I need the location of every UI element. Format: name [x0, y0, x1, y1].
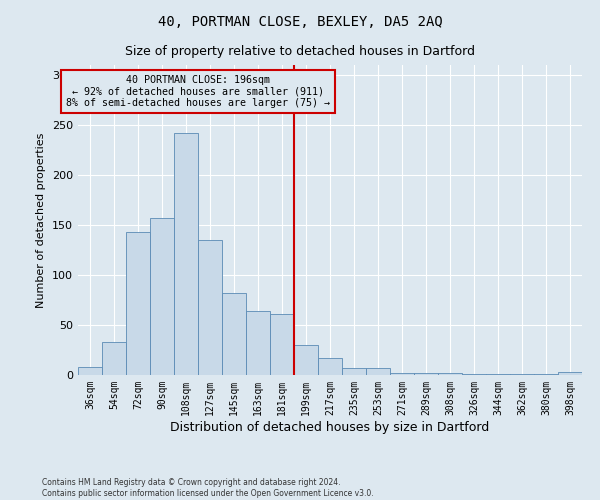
Bar	[510, 374, 534, 375]
Bar	[174, 133, 198, 375]
Text: 40, PORTMAN CLOSE, BEXLEY, DA5 2AQ: 40, PORTMAN CLOSE, BEXLEY, DA5 2AQ	[158, 15, 442, 29]
Y-axis label: Number of detached properties: Number of detached properties	[37, 132, 46, 308]
Text: Size of property relative to detached houses in Dartford: Size of property relative to detached ho…	[125, 45, 475, 58]
Text: Contains HM Land Registry data © Crown copyright and database right 2024.
Contai: Contains HM Land Registry data © Crown c…	[42, 478, 374, 498]
Bar	[318, 358, 342, 375]
Bar	[438, 373, 462, 375]
Bar	[222, 293, 246, 375]
Bar	[534, 374, 558, 375]
Bar	[366, 368, 390, 375]
X-axis label: Distribution of detached houses by size in Dartford: Distribution of detached houses by size …	[170, 420, 490, 434]
Bar	[246, 311, 270, 375]
Bar	[294, 345, 318, 375]
Text: 40 PORTMAN CLOSE: 196sqm
← 92% of detached houses are smaller (911)
8% of semi-d: 40 PORTMAN CLOSE: 196sqm ← 92% of detach…	[66, 75, 330, 108]
Bar	[198, 240, 222, 375]
Bar	[150, 218, 174, 375]
Bar	[414, 373, 438, 375]
Bar	[270, 314, 294, 375]
Bar	[462, 374, 486, 375]
Bar	[558, 372, 582, 375]
Bar	[78, 367, 102, 375]
Bar	[390, 373, 414, 375]
Bar	[102, 342, 126, 375]
Bar	[342, 368, 366, 375]
Bar	[126, 232, 150, 375]
Bar	[486, 374, 510, 375]
